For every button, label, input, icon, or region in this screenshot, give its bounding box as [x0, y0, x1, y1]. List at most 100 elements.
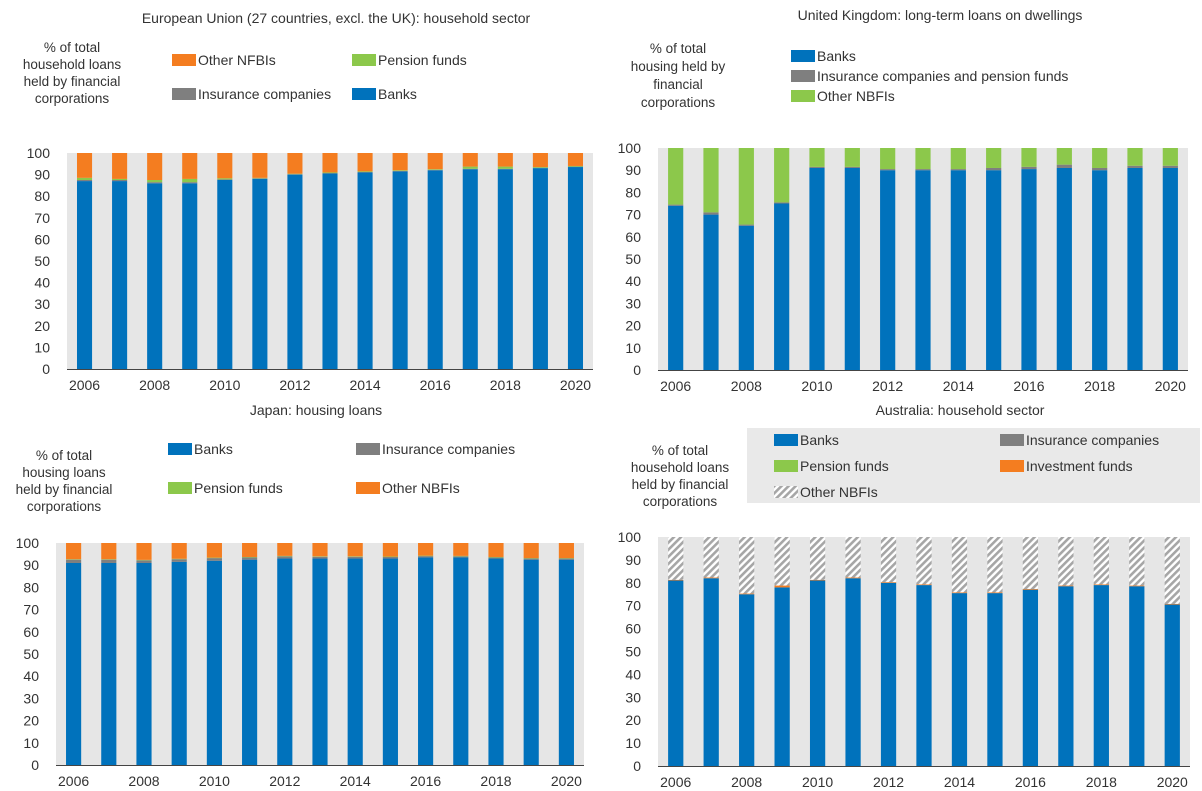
chart-au: Australia: household sector % of total hou… [618, 402, 1200, 790]
legend-item-insurance-companies-and-pension-funds: Insurance companies and pension funds [791, 68, 1068, 84]
bar-banks-2019 [1129, 586, 1145, 766]
bar-other-nbfis-2008 [738, 148, 754, 225]
bar-other-nbfis-2012 [277, 543, 293, 556]
bars [668, 148, 1178, 370]
bar-banks-2007 [101, 562, 117, 765]
bar-other-nfbis-2015 [392, 153, 408, 171]
bar-banks-2011 [252, 178, 268, 369]
legend-item-banks: Banks [168, 441, 233, 457]
bar-investment-funds-2010 [809, 579, 826, 581]
bar-other-nbfis-2017 [1058, 537, 1074, 586]
y-tick-label: 70 [625, 207, 641, 223]
bar-banks-2012 [880, 582, 897, 766]
y-tick-label: 100 [618, 529, 642, 545]
bar-insurance-companies-2007 [101, 559, 117, 563]
bar-insurance-companies-and-pension-funds-2010 [809, 166, 825, 168]
x-tick-label: 2018 [1086, 774, 1117, 790]
bar-insurance-companies-and-pension-funds-2016 [1021, 166, 1037, 170]
y-axis-label-line: corporations [641, 95, 716, 110]
bar-other-nbfis-2009 [774, 537, 790, 586]
legend-label: Insurance companies [198, 86, 331, 102]
bar-banks-2012 [277, 558, 293, 765]
legend-item-insurance-companies: Insurance companies [1000, 432, 1159, 448]
bar-banks-2016 [1022, 589, 1039, 766]
y-axis-label: % of total household loans held by financi… [631, 443, 730, 509]
bar-other-nbfis-2010 [809, 148, 825, 167]
y-tick-label: 90 [625, 552, 641, 568]
bar-investment-funds-2015 [987, 592, 1003, 594]
bar-investment-funds-2009 [774, 585, 790, 588]
bar-banks-2015 [987, 593, 1003, 766]
bar-banks-2013 [312, 558, 328, 765]
chart-title: Japan: housing loans [250, 402, 382, 418]
y-tick-label: 40 [34, 275, 50, 291]
bar-insurance-companies-and-pension-funds-2008 [738, 224, 754, 226]
bar-banks-2009 [774, 203, 790, 370]
bar-other-nbfis-2015 [987, 537, 1003, 593]
y-tick-label: 80 [34, 188, 50, 204]
y-axis: 0 10 20 30 40 50 60 70 80 90 100 [27, 145, 51, 377]
x-tick-label: 2014 [943, 378, 974, 394]
legend-swatch [791, 50, 815, 62]
legend-swatch [168, 482, 192, 494]
bar-banks-2012 [880, 170, 896, 370]
y-tick-label: 20 [625, 318, 641, 334]
bar-other-nfbis-2017 [462, 153, 478, 167]
bar-other-nbfis-2016 [1022, 537, 1039, 589]
x-tick-label: 2014 [944, 774, 975, 790]
bar-other-nbfis-2006 [668, 148, 684, 205]
bar-banks-2008 [739, 594, 755, 766]
legend-box [747, 428, 1200, 503]
chart-title: European Union (27 countries, excl. the … [142, 10, 531, 26]
y-tick-label: 70 [625, 598, 641, 614]
bar-banks-2019 [1127, 167, 1143, 370]
bar-banks-2015 [986, 170, 1002, 370]
y-axis-label-line: % of total [44, 40, 100, 55]
legend-swatch [774, 434, 798, 446]
x-tick-label: 2020 [551, 773, 582, 789]
chart-eu: European Union (27 countries, excl. the … [23, 10, 593, 393]
legend-label: Investment funds [1026, 458, 1133, 474]
bars [66, 543, 574, 765]
y-axis: 0 10 20 30 40 50 60 70 80 90 100 [618, 140, 642, 378]
bar-insurance-companies-2013 [312, 556, 328, 559]
bar-banks-2007 [112, 181, 128, 369]
y-axis-label-line: housing loans [22, 465, 106, 480]
y-axis-label: % of total housing held by financial corpor… [631, 41, 726, 110]
y-tick-label: 90 [625, 162, 641, 178]
bar-banks-2020 [567, 167, 584, 369]
x-tick-label: 2010 [209, 377, 240, 393]
bar-insurance-companies-and-pension-funds-2012 [880, 169, 896, 171]
bar-banks-2010 [809, 167, 825, 370]
y-axis-label-line: held by financial [24, 74, 121, 89]
bar-investment-funds-2020 [1164, 603, 1180, 605]
bar-pension-funds-2018 [497, 166, 513, 169]
bar-pension-funds-2015 [392, 170, 408, 171]
x-tick-label: 2014 [340, 773, 371, 789]
bar-other-nbfis-2013 [916, 537, 932, 585]
y-axis-label-line: financial [653, 77, 703, 92]
legend-label: Insurance companies and pension funds [817, 68, 1068, 84]
bar-investment-funds-2006 [668, 579, 684, 581]
y-tick-label: 80 [23, 579, 39, 595]
bar-other-nbfis-2012 [880, 148, 896, 170]
x-tick-label: 2016 [1013, 378, 1044, 394]
legend-label: Other NFBIs [198, 52, 276, 68]
bar-insurance-companies-2010 [217, 179, 233, 180]
bar-other-nbfis-2007 [703, 537, 719, 578]
bar-insurance-companies-and-pension-funds-2007 [703, 212, 719, 215]
bar-banks-2013 [322, 173, 338, 369]
y-tick-label: 60 [625, 621, 641, 637]
bar-banks-2009 [171, 561, 187, 765]
bar-other-nbfis-2006 [66, 543, 82, 560]
bar-other-nbfis-2018 [488, 543, 504, 557]
bar-other-nbfis-2020 [558, 543, 574, 559]
y-axis-label-line: household loans [23, 57, 122, 72]
y-tick-label: 10 [23, 735, 39, 751]
bar-insurance-companies-2011 [252, 178, 268, 179]
y-axis-label-line: household loans [631, 460, 730, 475]
y-tick-label: 30 [34, 296, 50, 312]
bar-investment-funds-2011 [845, 577, 861, 579]
x-tick-label: 2010 [199, 773, 230, 789]
bar-banks-2010 [809, 580, 826, 766]
